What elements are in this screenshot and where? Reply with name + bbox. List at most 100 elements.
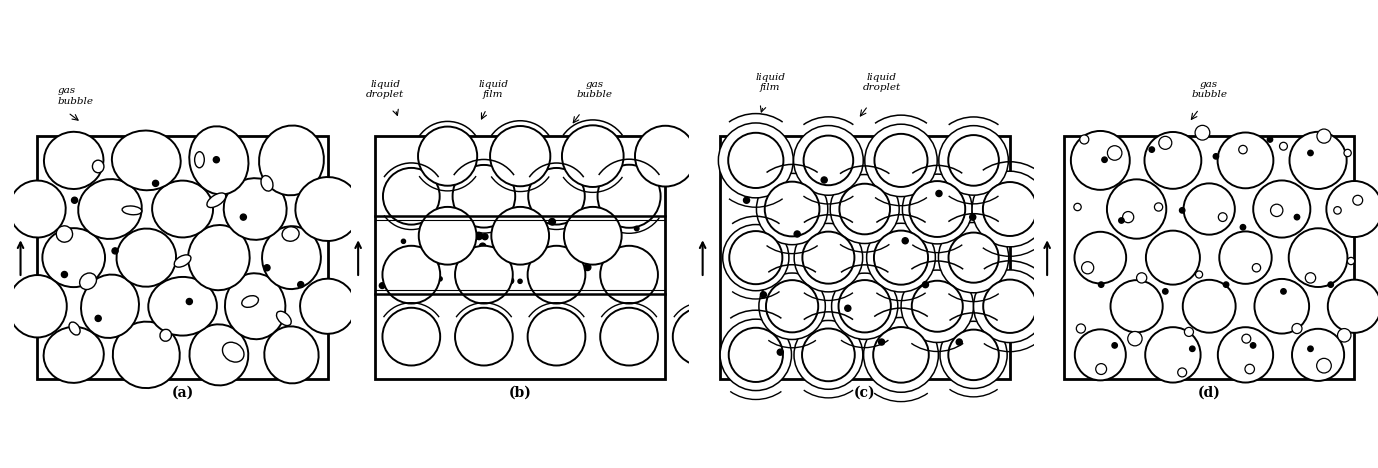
Circle shape [455, 246, 513, 304]
Circle shape [495, 259, 500, 265]
Circle shape [794, 125, 863, 195]
Circle shape [1082, 262, 1094, 274]
Ellipse shape [113, 322, 179, 388]
Ellipse shape [56, 226, 73, 242]
Circle shape [95, 315, 101, 322]
Circle shape [481, 280, 488, 287]
Circle shape [803, 136, 853, 185]
Circle shape [452, 165, 515, 227]
Circle shape [903, 238, 908, 244]
Circle shape [298, 282, 303, 288]
Circle shape [718, 123, 794, 198]
Circle shape [1119, 218, 1124, 223]
Circle shape [874, 231, 927, 285]
Bar [1064, 136, 1355, 379]
Circle shape [765, 182, 820, 236]
Ellipse shape [259, 125, 324, 195]
Circle shape [555, 255, 562, 263]
Circle shape [1293, 329, 1344, 381]
Circle shape [948, 135, 999, 186]
Circle shape [879, 339, 885, 345]
Circle shape [830, 175, 900, 243]
Circle shape [757, 173, 828, 245]
Circle shape [1185, 328, 1193, 336]
Circle shape [401, 239, 405, 243]
Circle shape [584, 264, 591, 271]
Ellipse shape [262, 226, 321, 289]
Circle shape [1075, 329, 1126, 380]
Circle shape [1184, 183, 1235, 234]
Ellipse shape [69, 322, 80, 335]
Circle shape [1288, 228, 1348, 287]
Ellipse shape [10, 181, 66, 238]
Circle shape [728, 133, 784, 188]
Circle shape [1293, 323, 1302, 334]
Circle shape [759, 273, 825, 339]
Ellipse shape [8, 275, 66, 337]
Circle shape [492, 283, 496, 287]
Circle shape [153, 180, 158, 186]
Circle shape [1071, 131, 1130, 190]
Circle shape [729, 328, 783, 382]
Ellipse shape [189, 126, 248, 195]
Circle shape [555, 272, 561, 278]
Circle shape [1305, 273, 1316, 283]
Circle shape [903, 174, 971, 244]
Circle shape [1327, 181, 1378, 237]
Circle shape [1159, 136, 1171, 149]
Circle shape [1123, 212, 1134, 223]
Ellipse shape [80, 273, 96, 290]
Ellipse shape [43, 228, 105, 287]
Circle shape [1075, 232, 1126, 284]
Text: gas
bubble: gas bubble [58, 86, 94, 106]
Circle shape [1180, 208, 1185, 213]
Ellipse shape [160, 329, 171, 341]
Ellipse shape [81, 275, 139, 338]
Circle shape [112, 248, 119, 254]
Circle shape [1254, 279, 1309, 334]
Circle shape [598, 165, 660, 228]
Circle shape [971, 171, 1047, 247]
Text: (c): (c) [854, 386, 875, 399]
Circle shape [794, 321, 863, 389]
Circle shape [496, 244, 503, 251]
Circle shape [1189, 346, 1195, 351]
Circle shape [383, 246, 440, 304]
Circle shape [1145, 327, 1200, 382]
Circle shape [503, 270, 507, 274]
Circle shape [1182, 280, 1236, 333]
Circle shape [1146, 231, 1200, 285]
Circle shape [518, 279, 522, 284]
Ellipse shape [123, 206, 142, 215]
Ellipse shape [241, 296, 259, 307]
Circle shape [1268, 137, 1273, 142]
Circle shape [1242, 334, 1251, 343]
Circle shape [528, 168, 584, 225]
Circle shape [383, 168, 440, 225]
Circle shape [478, 286, 486, 293]
Circle shape [839, 184, 890, 234]
Circle shape [521, 221, 525, 226]
Circle shape [1163, 289, 1169, 294]
Circle shape [418, 126, 477, 186]
Circle shape [419, 207, 477, 264]
Circle shape [721, 319, 791, 391]
Ellipse shape [260, 176, 273, 191]
Text: liquid
film: liquid film [755, 73, 785, 92]
Circle shape [1112, 343, 1118, 348]
Bar [37, 136, 328, 379]
Circle shape [777, 349, 783, 355]
Circle shape [1111, 280, 1163, 332]
Circle shape [601, 308, 657, 366]
Circle shape [821, 177, 827, 183]
Ellipse shape [174, 255, 192, 267]
Circle shape [1253, 263, 1261, 272]
Circle shape [548, 219, 555, 225]
Circle shape [522, 223, 526, 228]
Ellipse shape [149, 277, 216, 336]
Circle shape [379, 283, 384, 288]
Ellipse shape [189, 324, 248, 385]
Circle shape [1220, 231, 1272, 284]
Circle shape [1308, 150, 1313, 156]
Circle shape [1239, 146, 1247, 154]
